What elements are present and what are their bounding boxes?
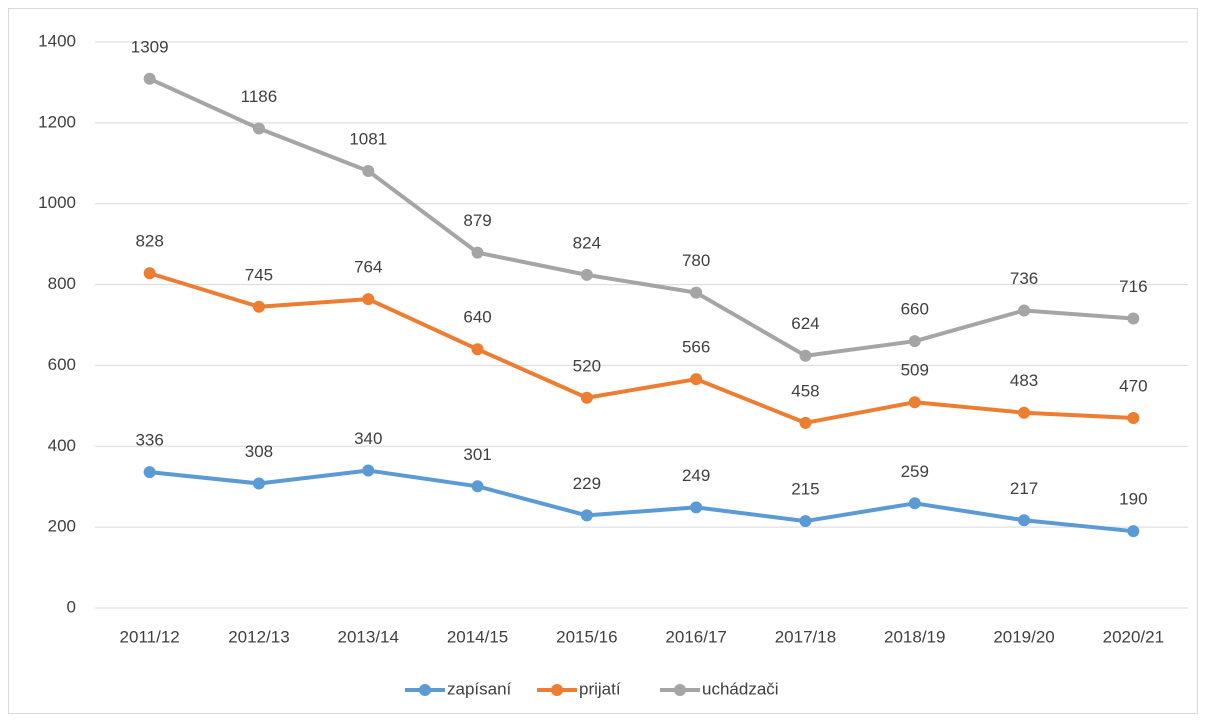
legend-label: uchádzači [702,679,779,698]
y-tick-label: 0 [67,597,76,616]
legend-marker [674,684,686,696]
x-tick-label: 2020/21 [1103,627,1164,646]
data-point [799,416,812,429]
data-point [690,286,703,299]
data-label: 745 [245,265,273,284]
x-tick-label: 2014/15 [447,627,508,646]
data-point [690,501,703,514]
data-point [252,477,265,490]
data-point [1127,525,1140,538]
data-label: 340 [354,429,382,448]
data-label: 249 [682,466,710,485]
y-tick-label: 800 [48,274,76,293]
data-point [908,396,921,409]
data-point [471,246,484,259]
y-tick-label: 1400 [38,31,76,50]
data-label: 190 [1119,490,1147,509]
data-label: 736 [1010,269,1038,288]
data-point [580,268,593,281]
x-tick-label: 2011/12 [120,627,180,646]
y-tick-label: 400 [48,436,76,455]
data-label: 520 [573,356,601,375]
data-point [580,391,593,404]
data-label: 308 [245,442,273,461]
data-point [362,464,375,477]
data-point [1018,304,1031,317]
data-point [471,343,484,356]
x-tick-label: 2012/13 [228,627,289,646]
y-tick-label: 200 [48,517,76,536]
data-point [908,335,921,348]
x-tick-label: 2013/14 [338,627,399,646]
legend-label: prijatí [579,679,621,698]
data-label: 301 [463,445,491,464]
data-label: 566 [682,338,710,357]
data-point [1018,514,1031,527]
data-label: 879 [463,211,491,230]
data-label: 764 [354,258,382,277]
series-line [149,468,1134,534]
data-label: 660 [901,300,929,319]
x-tick-label: 2016/17 [665,627,726,646]
data-label: 509 [901,361,929,380]
data-point [252,300,265,313]
data-label: 336 [135,431,163,450]
data-label: 624 [791,314,819,333]
data-point [690,373,703,386]
data-label: 215 [791,480,819,499]
series-line [149,271,1134,425]
data-point [362,164,375,177]
data-label: 640 [463,308,491,327]
chart-border [8,8,1198,714]
x-tick-label: 2019/20 [993,627,1054,646]
series-line [148,76,1134,358]
data-point [471,480,484,493]
data-point [799,349,812,362]
data-point [1127,411,1140,424]
data-label: 259 [901,462,929,481]
data-point [143,267,156,280]
data-point [252,122,265,135]
data-point [799,515,812,528]
legend-marker [419,684,431,696]
data-point [143,72,156,85]
data-point [362,293,375,306]
data-point [580,509,593,522]
data-point [1127,312,1140,325]
x-tick-label: 2018/19 [884,627,945,646]
x-tick-label: 2017/18 [775,627,836,646]
data-point [908,497,921,510]
data-label: 217 [1010,479,1038,498]
y-tick-label: 1000 [38,193,76,212]
data-label: 716 [1119,277,1147,296]
data-label: 470 [1119,376,1147,395]
data-label: 229 [573,474,601,493]
data-label: 824 [573,233,601,252]
data-label: 1186 [241,87,278,106]
data-point [143,466,156,479]
data-label: 483 [1010,371,1038,390]
legend-label: zapísaní [447,679,512,698]
data-label: 458 [791,381,819,400]
data-label: 780 [682,251,710,270]
x-tick-label: 2015/16 [556,627,617,646]
data-label: 828 [135,232,163,251]
y-tick-label: 1200 [38,112,76,131]
y-tick-label: 600 [48,355,76,374]
legend-marker [551,684,563,696]
data-point [1018,406,1031,419]
data-label: 1081 [349,129,387,148]
data-label: 1309 [131,37,169,56]
